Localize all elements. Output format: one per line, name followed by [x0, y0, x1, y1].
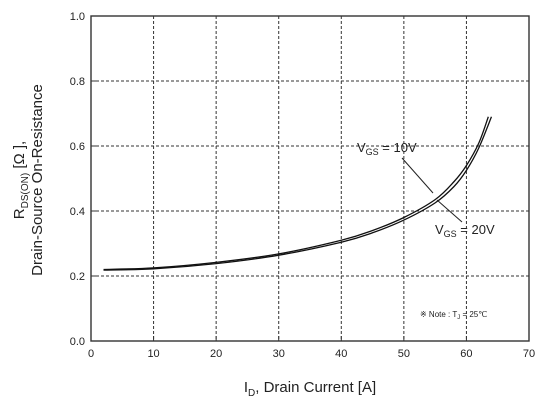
- x-tick-label: 10: [147, 348, 159, 360]
- series-line-vgs-10v: [103, 116, 489, 271]
- x-tick-label: 20: [210, 348, 222, 360]
- series-layer: [103, 116, 493, 271]
- x-axis-title: ID, Drain Current [A]: [244, 379, 376, 399]
- tick-layer: 0 10 20 30 40 50 60 70 0.0 0.2 0.4 0.6 0.8 1.0: [70, 11, 535, 360]
- y-tick-label: 0.4: [70, 206, 85, 218]
- x-tick-label: 50: [398, 348, 410, 360]
- y-axis-title-line2: Drain-Source On-Resistance: [29, 84, 46, 276]
- y-tick-label: 0.6: [70, 141, 85, 153]
- series-line-vgs-20v: [103, 116, 493, 271]
- y-tick-label: 0.0: [70, 336, 85, 348]
- x-tick-label: 40: [335, 348, 347, 360]
- y-tick-label: 0.2: [70, 271, 85, 283]
- annotation-vgs-10v: VGS = 10V: [357, 140, 417, 157]
- x-tick-label: 70: [523, 348, 535, 360]
- plot-frame: [90, 15, 530, 342]
- annotation-vgs-20v: VGS = 20V: [435, 222, 495, 239]
- annotation-arrow-vgs-10v: [401, 157, 434, 194]
- x-tick-label: 0: [88, 348, 94, 360]
- x-tick-label: 60: [460, 348, 472, 360]
- y-axis-title-line1: RDS(ON) [Ω ],: [11, 141, 31, 219]
- y-tick-label: 1.0: [70, 11, 85, 23]
- temperature-note: ※ Note : TJ = 25℃: [420, 310, 487, 321]
- annotation-arrow-vgs-20v: [436, 199, 463, 223]
- y-tick-label: 0.8: [70, 76, 85, 88]
- x-tick-label: 30: [273, 348, 285, 360]
- grid-layer: [91, 16, 529, 341]
